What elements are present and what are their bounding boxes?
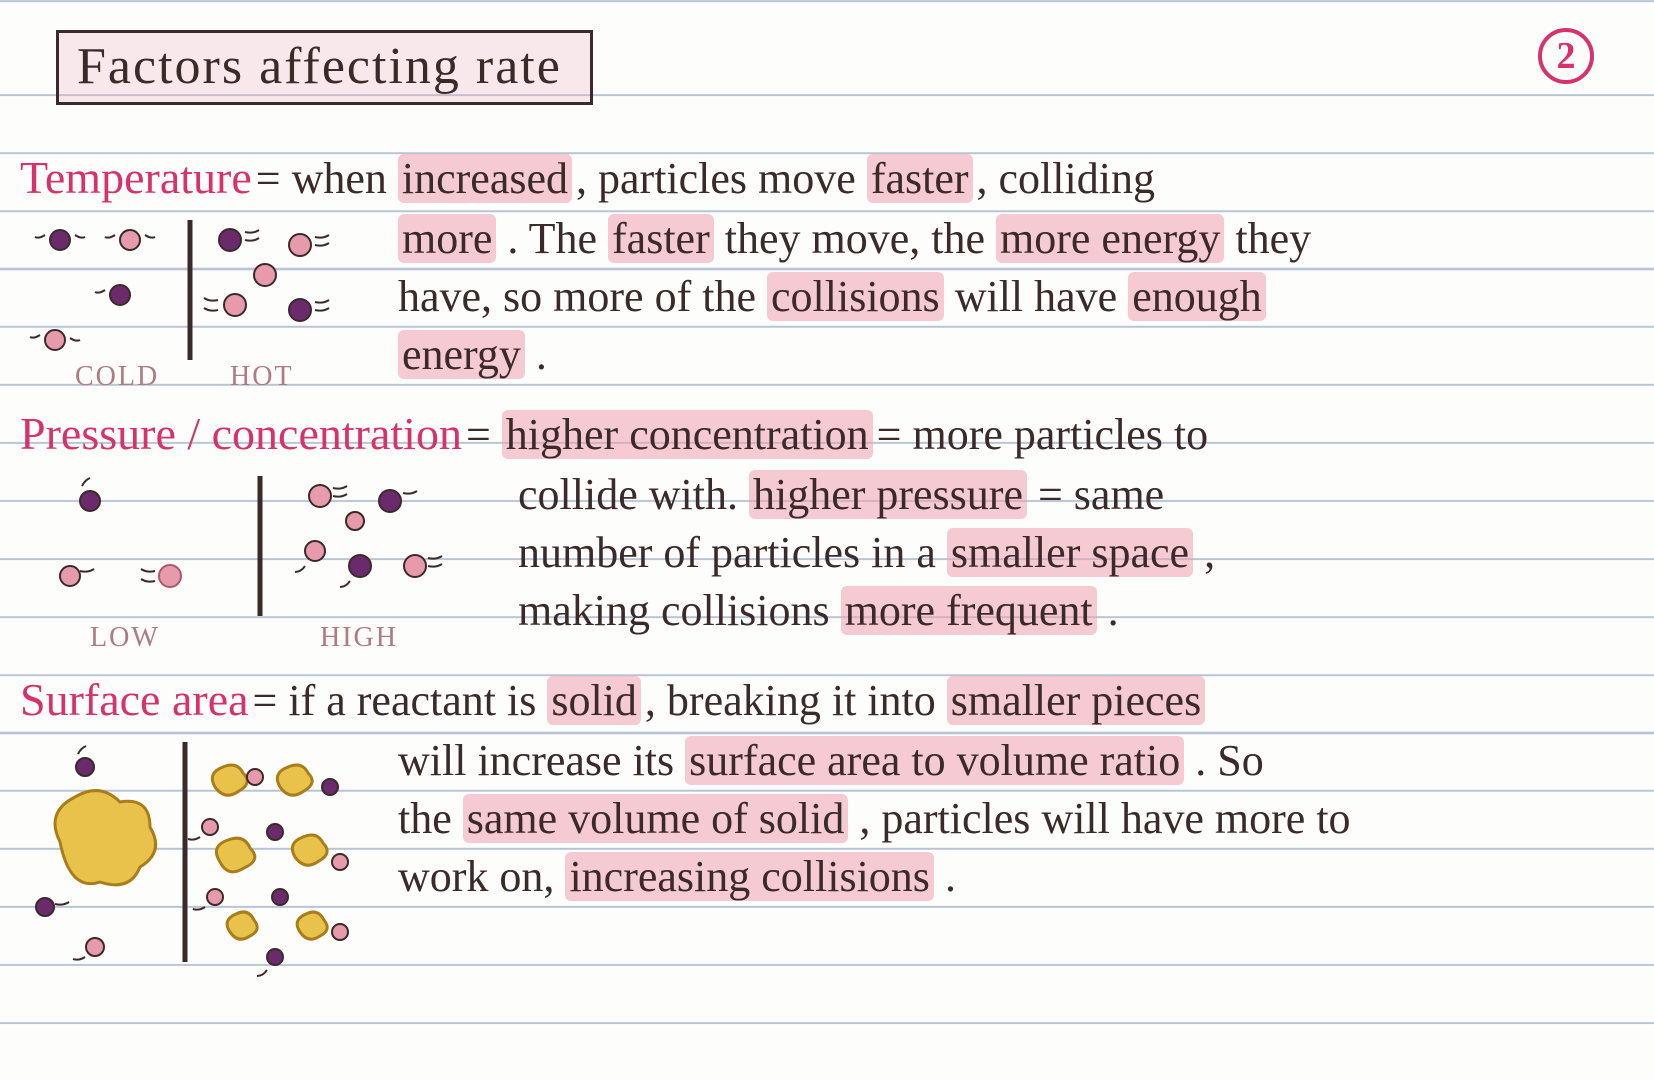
pres-l1a: = <box>466 410 502 459</box>
surf-l4a: work on, <box>398 852 565 901</box>
temp-l1-hl2: faster <box>867 154 973 203</box>
diagram-temp-hot-label: HOT <box>230 361 294 392</box>
temp-l3b: will have <box>955 272 1129 321</box>
page-number-text: 2 <box>1557 34 1576 78</box>
heading-surface: Surface area <box>20 674 249 725</box>
section-surface-area: Surface area = if a reactant is solid , … <box>20 672 1614 992</box>
surf-l1b: , breaking it into <box>645 676 947 725</box>
pres-l2a: collide with. <box>518 470 749 519</box>
diagram-temp-cold-label: COLD <box>75 361 159 392</box>
pres-l3a: number of particles in a <box>518 528 947 577</box>
temp-l2b: they move, the <box>725 214 996 263</box>
temp-l3-hl1: collisions <box>767 272 944 321</box>
surf-l1-hl2: smaller pieces <box>947 676 1205 725</box>
heading-temperature: Temperature <box>20 152 252 203</box>
pres-l3-hl1: smaller space <box>947 528 1193 577</box>
temp-l4a: . <box>536 330 547 379</box>
temp-l4-hl1: energy <box>398 330 525 379</box>
temp-l1a: = when <box>256 154 398 203</box>
notes-content: Temperature = when increased , particles… <box>20 150 1614 998</box>
pres-l1-hl1: higher concentration <box>502 410 873 459</box>
surf-l2a: will increase its <box>398 736 685 785</box>
surf-l1a: = if a reactant is <box>253 676 548 725</box>
diagram-pres-high-label: HIGH <box>320 622 398 653</box>
diagram-surface-area <box>20 732 380 992</box>
diagram-temperature: COLD HOT <box>20 210 380 400</box>
surf-l2-hl1: surface area to volume ratio <box>685 736 1184 785</box>
temp-l2c: they <box>1235 214 1311 263</box>
pres-l3b: , <box>1204 528 1215 577</box>
pres-l4b: . <box>1108 586 1119 635</box>
surf-l3b: , particles will have more to <box>859 794 1350 843</box>
heading-pressure: Pressure / concentration <box>20 408 462 459</box>
temperature-body: more . The faster they move, the more en… <box>398 210 1614 384</box>
page-number-badge: 2 <box>1538 28 1594 84</box>
pres-l2-hl1: higher pressure <box>749 470 1027 519</box>
temp-l2-hl3: more energy <box>996 214 1224 263</box>
pres-l4a: making collisions <box>518 586 841 635</box>
pres-l2b: = same <box>1038 470 1164 519</box>
temp-l1b: , particles move <box>576 154 867 203</box>
temp-l2-hl1: more <box>398 214 496 263</box>
temp-l1-hl1: increased <box>398 154 572 203</box>
pressure-body: collide with. higher pressure = same num… <box>518 466 1614 640</box>
surf-l4-hl1: increasing collisions <box>565 852 934 901</box>
temp-l3-hl2: enough <box>1128 272 1266 321</box>
section-pressure: Pressure / concentration = higher concen… <box>20 406 1614 666</box>
pres-l1b: = more particles to <box>877 410 1208 459</box>
diagram-pressure: LOW HIGH <box>20 466 500 666</box>
surf-l2b: . So <box>1195 736 1263 785</box>
diagram-pres-low-label: LOW <box>90 622 160 653</box>
temp-l1c: , colliding <box>977 154 1155 203</box>
temp-l2a: . The <box>507 214 608 263</box>
surf-l3-hl1: same volume of solid <box>463 794 849 843</box>
temp-l3a: have, so more of the <box>398 272 767 321</box>
surf-l4b: . <box>945 852 956 901</box>
surface-body: will increase its surface area to volume… <box>398 732 1614 906</box>
pres-l4-hl1: more frequent <box>841 586 1097 635</box>
temp-l2-hl2: faster <box>608 214 714 263</box>
surf-l3a: the <box>398 794 463 843</box>
surf-l1-hl1: solid <box>547 676 641 725</box>
section-temperature: Temperature = when increased , particles… <box>20 150 1614 400</box>
page-title: Factors affecting rate <box>56 30 593 105</box>
